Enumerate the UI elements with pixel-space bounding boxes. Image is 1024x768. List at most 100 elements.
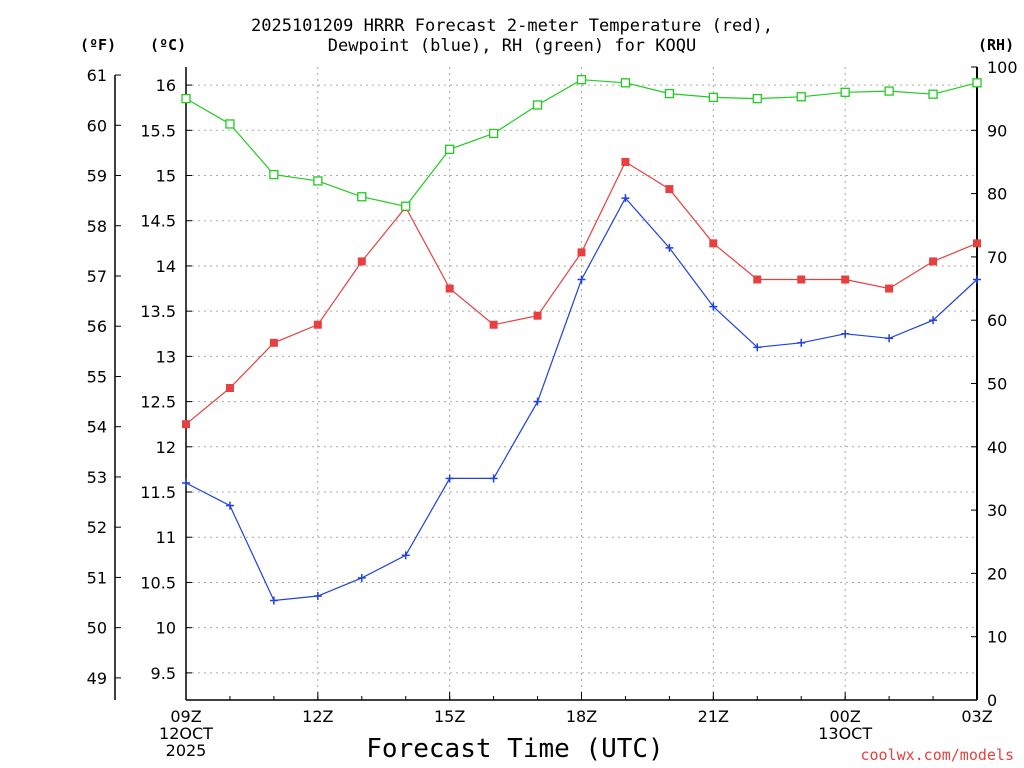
x-tick-label: 09Z <box>170 707 201 726</box>
dewpoint-point <box>665 243 674 252</box>
temperature-point <box>665 185 674 194</box>
temperature-point <box>621 157 630 166</box>
fahrenheit-tick-label: 61 <box>87 66 107 85</box>
rh-point <box>532 100 543 110</box>
rh-point <box>181 94 191 104</box>
dewpoint-point <box>489 474 498 483</box>
rh-tick-label: 60 <box>987 311 1007 330</box>
temperature-point <box>445 284 454 293</box>
fahrenheit-tick-label: 54 <box>87 418 107 437</box>
celsius-axis-label: (ºC) <box>150 36 187 54</box>
fahrenheit-tick-label: 56 <box>87 317 107 336</box>
rh-tick-label: 30 <box>987 501 1007 520</box>
chart-title-line2: Dewpoint (blue), RH (green) for KOQU <box>327 36 697 56</box>
fahrenheit-tick-label: 55 <box>87 367 107 386</box>
grid <box>185 67 978 700</box>
rh-tick-label: 40 <box>987 438 1007 457</box>
x-tick-label: 15Z <box>434 707 465 726</box>
rh-point <box>488 128 499 139</box>
temperature-point <box>885 284 894 293</box>
chart-title-line1: 2025101209 HRRR Forecast 2-meter Tempera… <box>251 16 773 36</box>
x-axis-label: Forecast Time (UTC) <box>366 734 664 764</box>
rh-tick-label: 0 <box>987 691 997 710</box>
celsius-tick-label: 10.5 <box>140 573 176 592</box>
fahrenheit-tick-label: 58 <box>87 217 107 236</box>
rh-point <box>576 75 587 85</box>
rh-point <box>796 92 806 102</box>
rh-point <box>664 88 675 99</box>
celsius-tick-label: 12 <box>156 438 176 457</box>
x-tick-label: 21Z <box>698 707 729 726</box>
temperature-series <box>182 157 981 429</box>
temperature-point <box>313 320 322 329</box>
celsius-tick-label: 13.5 <box>140 302 176 321</box>
rh-tick-label: 20 <box>987 564 1007 583</box>
temperature-point <box>357 257 366 266</box>
rh-point <box>708 92 718 103</box>
fahrenheit-tick-label: 51 <box>87 568 107 587</box>
temperature-point <box>489 320 498 329</box>
fahrenheit-tick-label: 50 <box>87 619 107 638</box>
temperature-point <box>973 239 981 248</box>
dewpoint-series <box>182 194 981 605</box>
rh-point <box>313 176 323 186</box>
rh-point <box>752 94 762 104</box>
dewpoint-point <box>225 501 234 510</box>
fahrenheit-tick-label: 57 <box>87 267 107 286</box>
fahrenheit-tick-label: 52 <box>87 518 107 537</box>
fahrenheit-tick-label: 60 <box>87 116 107 135</box>
dewpoint-point <box>973 275 981 284</box>
rh-point <box>840 87 850 97</box>
celsius-tick-label: 15 <box>156 167 176 186</box>
dewpoint-line <box>185 197 978 602</box>
temperature-point <box>269 338 278 347</box>
celsius-tick-label: 14.5 <box>140 212 176 231</box>
rh-axis-label: (RH) <box>978 36 1015 54</box>
dewpoint-point <box>445 474 454 483</box>
dewpoint-point <box>313 592 322 601</box>
x-tick-label: 18Z <box>566 707 597 726</box>
rh-tick-label: 100 <box>987 58 1018 77</box>
dewpoint-point <box>797 338 806 347</box>
temperature-point <box>841 275 850 284</box>
temperature-line <box>185 161 978 425</box>
x-tick-label: 12Z <box>302 707 333 726</box>
temperature-point <box>753 275 762 284</box>
series-layer <box>181 75 982 605</box>
dewpoint-point <box>577 275 586 284</box>
rh-tick-label: 10 <box>987 628 1007 647</box>
fahrenheit-axis-label: (ºF) <box>80 36 117 54</box>
fahrenheit-tick-label: 59 <box>87 167 107 186</box>
dewpoint-point <box>533 397 542 406</box>
credit-link[interactable]: coolwx.com/models <box>860 746 1014 764</box>
dewpoint-point <box>269 596 278 605</box>
rh-point <box>357 192 367 202</box>
temperature-point <box>182 420 190 429</box>
x-tick-label: 00Z <box>830 707 861 726</box>
fahrenheit-tick-label: 49 <box>87 669 107 688</box>
x-tick-label: 2025 <box>166 741 207 760</box>
rh-series <box>181 75 982 211</box>
rh-point <box>884 86 894 96</box>
rh-tick-label: 70 <box>987 248 1007 267</box>
rh-tick-label: 80 <box>987 185 1007 204</box>
temperature-point <box>577 248 586 257</box>
dewpoint-point <box>929 316 938 325</box>
temperature-point <box>797 275 806 284</box>
rh-tick-label: 90 <box>987 121 1007 140</box>
dewpoint-point <box>753 343 762 352</box>
axes: 49 50 51 52 53 54 55 56 57 58 59 60 61 9.5 10 10.5 11 11.… <box>87 58 1018 760</box>
celsius-tick-label: 14 <box>156 257 176 276</box>
dewpoint-point <box>885 334 894 343</box>
temperature-point <box>929 257 938 266</box>
celsius-tick-label: 11.5 <box>140 483 176 502</box>
celsius-tick-label: 12.5 <box>140 393 176 412</box>
dewpoint-point <box>709 302 718 311</box>
celsius-tick-label: 15.5 <box>140 121 176 140</box>
fahrenheit-tick-label: 53 <box>87 468 107 487</box>
dewpoint-point <box>401 551 410 560</box>
x-tick-label: 13OCT <box>818 724 872 743</box>
rh-point <box>225 119 235 129</box>
celsius-tick-label: 11 <box>156 528 176 547</box>
